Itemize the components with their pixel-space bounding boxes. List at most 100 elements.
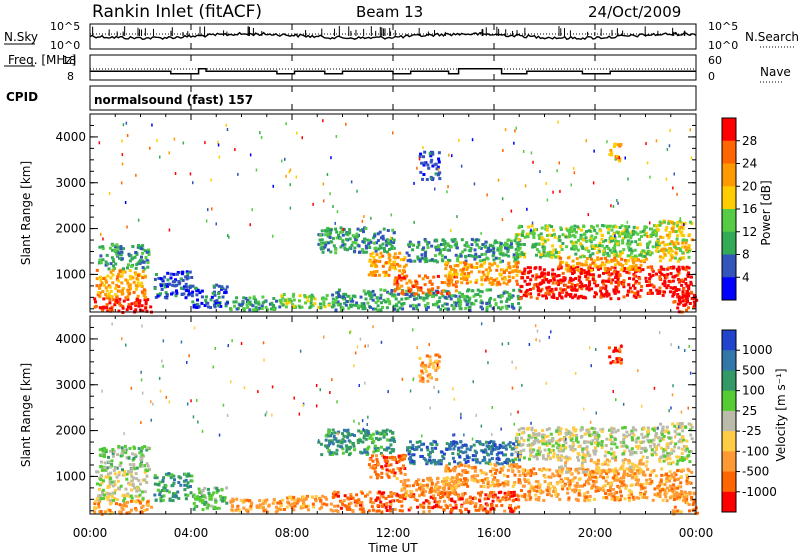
echo-cell xyxy=(393,282,397,286)
echo-cell xyxy=(425,308,428,312)
echo-cell xyxy=(322,119,324,123)
echo-cell xyxy=(130,488,134,492)
echo-cell xyxy=(419,288,423,292)
echo-cell xyxy=(461,451,465,455)
echo-cell xyxy=(393,456,397,460)
echo-cell xyxy=(442,248,446,251)
echo-cell xyxy=(511,458,515,462)
echo-cell xyxy=(554,287,558,291)
echo-cell xyxy=(131,458,135,462)
echo-cell xyxy=(105,491,108,495)
echo-cell xyxy=(380,301,383,305)
echo-cell xyxy=(653,224,656,228)
echo-cell xyxy=(581,296,585,300)
echo-cell xyxy=(109,289,113,293)
station-title: Rankin Inlet (fitACF) xyxy=(92,2,262,22)
echo-cell xyxy=(470,270,473,274)
echo-cell xyxy=(417,445,421,449)
echo-cell xyxy=(621,444,625,448)
echo-cell xyxy=(525,288,529,292)
echo-cell xyxy=(435,248,439,252)
echo-cell xyxy=(388,500,392,504)
echo-cell xyxy=(344,292,348,296)
echo-cell xyxy=(376,504,380,508)
echo-cell xyxy=(370,437,374,441)
echo-cell xyxy=(615,274,619,278)
echo-cell xyxy=(515,126,517,130)
echo-cell xyxy=(573,224,577,228)
echo-cell xyxy=(585,257,589,260)
echo-cell xyxy=(514,247,518,251)
echo-cell xyxy=(411,248,415,252)
echo-cell xyxy=(279,508,283,512)
echo-cell xyxy=(350,243,354,247)
echo-cell xyxy=(538,266,542,269)
echo-cell xyxy=(448,274,451,278)
echo-cell xyxy=(539,289,543,293)
echo-cell xyxy=(495,504,499,508)
echo-cell xyxy=(474,502,478,506)
echo-cell xyxy=(627,283,631,287)
echo-cell xyxy=(333,431,337,435)
echo-cell xyxy=(372,241,376,245)
echo-cell xyxy=(503,509,507,513)
echo-cell xyxy=(379,500,383,504)
echo-cell xyxy=(482,485,486,488)
echo-cell xyxy=(327,303,331,307)
echo-cell xyxy=(143,470,147,474)
echo-cell xyxy=(195,306,199,309)
echo-cell xyxy=(209,298,213,302)
echo-cell xyxy=(397,292,401,296)
echo-cell xyxy=(436,165,440,169)
echo-cell xyxy=(445,442,449,446)
echo-cell xyxy=(637,269,641,272)
echo-cell xyxy=(572,271,576,275)
echo-cell xyxy=(450,497,454,501)
echo-cell xyxy=(430,446,434,450)
echo-cell xyxy=(403,276,407,279)
echo-cell xyxy=(174,278,177,282)
echo-cell xyxy=(668,231,672,234)
echo-cell xyxy=(555,274,559,278)
echo-cell xyxy=(641,254,645,258)
echo-cell xyxy=(657,268,661,272)
echo-cell xyxy=(121,304,125,308)
echo-cell xyxy=(238,509,242,513)
echo-cell xyxy=(671,275,675,279)
echo-cell xyxy=(364,244,368,248)
echo-cell xyxy=(469,254,473,258)
echo-cell xyxy=(495,468,499,472)
echo-cell xyxy=(98,306,102,310)
echo-cell xyxy=(453,460,457,464)
echo-cell xyxy=(544,224,548,228)
echo-cell xyxy=(191,284,195,288)
echo-cell xyxy=(357,429,361,433)
echo-cell xyxy=(373,464,377,468)
echo-cell xyxy=(672,186,674,190)
echo-cell xyxy=(293,504,297,508)
echo-cell xyxy=(159,496,163,500)
echo-cell xyxy=(381,254,385,258)
echo-cell xyxy=(137,304,141,308)
echo-cell xyxy=(545,288,549,292)
echo-cell xyxy=(402,258,406,262)
echo-cell xyxy=(614,280,618,284)
echo-cell xyxy=(611,237,615,241)
echo-cell xyxy=(649,265,653,269)
echo-cell xyxy=(540,287,544,291)
echo-cell xyxy=(426,294,430,298)
echo-cell xyxy=(516,466,520,470)
echo-cell xyxy=(473,265,477,269)
echo-cell xyxy=(209,495,213,499)
echo-cell xyxy=(117,251,121,255)
echo-cell xyxy=(278,305,282,309)
echo-cell xyxy=(138,299,142,303)
echo-cell xyxy=(348,246,352,250)
echo-cell xyxy=(375,509,379,513)
echo-cell xyxy=(302,498,306,502)
echo-cell xyxy=(559,260,563,264)
echo-cell xyxy=(538,236,541,240)
echo-cell xyxy=(289,168,292,172)
echo-cell xyxy=(529,292,533,296)
echo-cell xyxy=(642,447,646,451)
